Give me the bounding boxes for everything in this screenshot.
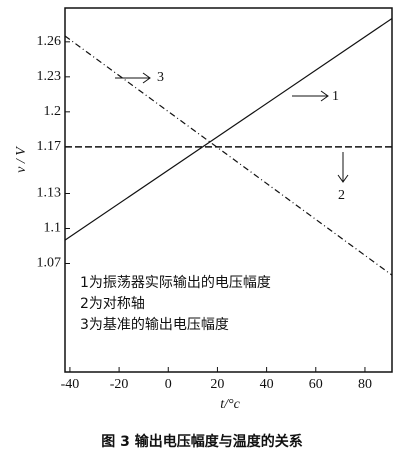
y-tick-label: 1.13 (37, 186, 62, 201)
x-tick-label: -40 (61, 377, 80, 392)
y-tick-label: 1.23 (37, 69, 62, 84)
series-line (64, 35, 393, 276)
y-tick-label: 1.1 (44, 221, 62, 236)
arrow (292, 90, 329, 102)
arrow (115, 72, 151, 84)
y-tick-label: 1.2 (44, 104, 62, 119)
y-tick-label: 1.07 (37, 256, 62, 271)
x-tick-label: 20 (210, 377, 224, 392)
x-tick-label: 40 (260, 377, 274, 392)
x-tick-label: 0 (165, 377, 172, 392)
annotation: 3 (157, 70, 164, 85)
x-tick-label: 80 (358, 377, 372, 392)
y-tick-label: 1.26 (37, 34, 62, 49)
note: 2为对称轴 (80, 296, 145, 312)
arrow (337, 152, 349, 183)
note: 3为基准的输出电压幅度 (80, 316, 229, 333)
y-tick-label: 1.17 (37, 139, 62, 154)
annotation: 1 (332, 89, 339, 104)
note: 1为振荡器实际输出的电压幅度 (80, 275, 271, 291)
x-tick-label: 60 (309, 377, 323, 392)
plot-frame (64, 7, 393, 373)
caption: 图 3 输出电压幅度与温度的关系 (101, 433, 303, 450)
x-axis-label: t/°c (220, 397, 240, 412)
annotation: 2 (338, 188, 345, 203)
series-line (64, 18, 393, 241)
x-tick-label: -20 (110, 377, 129, 392)
y-axis-label: v / V (14, 146, 29, 173)
